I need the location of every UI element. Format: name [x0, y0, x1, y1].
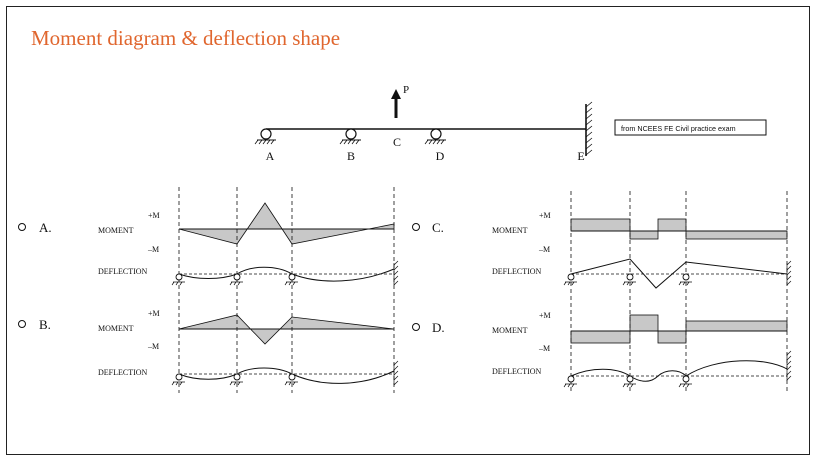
moment-diagram-c — [570, 218, 788, 240]
moment-label-b: MOMENT — [98, 324, 134, 333]
roller-support-a — [254, 128, 276, 145]
option-a: A. +M MOMENT –M DEFLECTION — [18, 202, 395, 282]
load-arrow-icon — [391, 89, 401, 118]
option-letter-b: B. — [39, 317, 51, 332]
option-c: C. +M MOMENT –M DEFLECTION — [412, 211, 788, 289]
fixed-support-e — [585, 101, 593, 156]
radio-d[interactable] — [412, 323, 420, 331]
slide: Moment diagram & deflection shape — [6, 6, 810, 455]
diagram-canvas: Moment diagram & deflection shape — [18, 26, 792, 393]
minus-m-label-b: –M — [147, 342, 159, 351]
moment-diagram-d — [570, 314, 788, 344]
radio-a[interactable] — [18, 223, 26, 231]
point-label-e: E — [577, 149, 584, 163]
deflection-shape-d — [570, 360, 788, 382]
option-b: B. +M MOMENT –M DEFLECTION — [18, 309, 395, 384]
minus-m-label-a: –M — [147, 245, 159, 254]
option-letter-a: A. — [39, 220, 52, 235]
point-label-d: D — [436, 149, 445, 163]
plus-m-label-b: +M — [148, 309, 160, 318]
deflection-supports — [175, 273, 690, 383]
deflection-label-b: DEFLECTION — [98, 368, 148, 377]
note-box — [614, 119, 767, 136]
radio-b[interactable] — [18, 320, 26, 328]
point-label-b: B — [347, 149, 355, 163]
radio-c[interactable] — [412, 223, 420, 231]
moment-diagram-b — [178, 314, 395, 345]
moment-label-a: MOMENT — [98, 226, 134, 235]
plus-m-label-a: +M — [148, 211, 160, 220]
option-letter-c: C. — [432, 220, 444, 235]
option-letter-d: D. — [432, 320, 445, 335]
dashed-guides — [178, 187, 788, 393]
deflection-support-hatches — [171, 260, 792, 388]
deflection-label-c: DEFLECTION — [492, 267, 542, 276]
roller-support-b — [339, 128, 361, 145]
minus-m-label-d: –M — [538, 344, 550, 353]
deflection-label-a: DEFLECTION — [98, 267, 148, 276]
deflection-shape-c — [570, 258, 788, 289]
plus-m-label-d: +M — [539, 311, 551, 320]
beam-schematic: P A B C D E — [254, 84, 593, 163]
moment-diagram-a — [178, 202, 395, 245]
plus-m-label-c: +M — [539, 211, 551, 220]
note-text: from NCEES FE Civil practice exam — [621, 124, 736, 133]
moment-label-d: MOMENT — [492, 326, 528, 335]
deflection-label-d: DEFLECTION — [492, 367, 542, 376]
moment-label-c: MOMENT — [492, 226, 528, 235]
slide-title: Moment diagram & deflection shape — [31, 26, 340, 50]
point-label-a: A — [266, 149, 275, 163]
deflection-shape-b — [178, 367, 395, 384]
deflection-shape-a — [178, 266, 395, 282]
roller-support-d — [424, 128, 446, 145]
point-label-c: C — [393, 135, 401, 149]
option-d: D. +M MOMENT –M DEFLECTION — [412, 311, 788, 382]
load-label: P — [403, 84, 409, 96]
minus-m-label-c: –M — [538, 245, 550, 254]
